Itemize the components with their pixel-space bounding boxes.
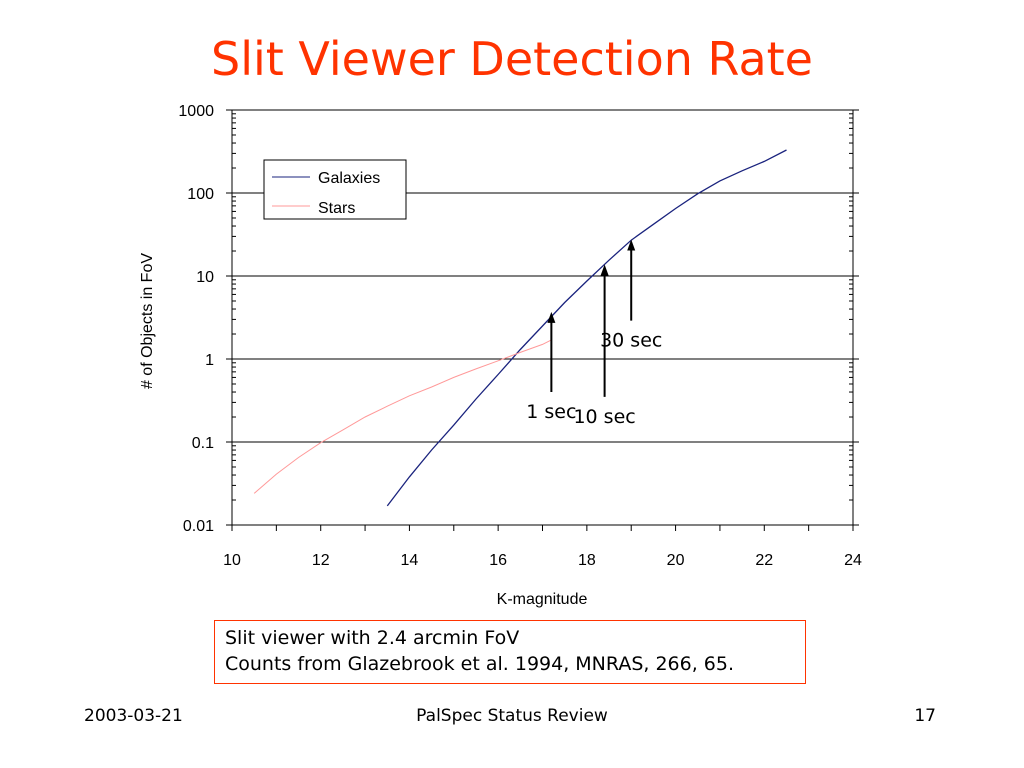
x-tick-label: 20 — [667, 552, 685, 569]
annotation-label: 10 sec — [573, 406, 635, 428]
x-tick-label: 22 — [755, 552, 773, 569]
legend-label-stars: Stars — [318, 200, 355, 217]
annotation-label: 30 sec — [600, 330, 662, 352]
note-line-2: Counts from Glazebrook et al. 1994, MNRA… — [225, 653, 735, 675]
x-tick-label: 24 — [844, 552, 862, 569]
y-tick-label: 100 — [187, 186, 214, 203]
x-tick-label: 12 — [312, 552, 330, 569]
legend-label-galaxies: Galaxies — [318, 170, 380, 187]
y-tick-label: 1 — [205, 352, 214, 369]
footer-title: PalSpec Status Review — [416, 706, 608, 726]
legend-box — [263, 159, 407, 220]
annotation-label: 1 sec — [526, 401, 576, 423]
series-line-galaxies — [386, 149, 787, 507]
footer-date: 2003-03-21 — [84, 706, 183, 726]
series-lines — [253, 149, 787, 507]
annotation-arrowhead — [627, 239, 636, 251]
x-tick-label: 10 — [223, 552, 241, 569]
x-tick-label: 14 — [401, 552, 419, 569]
annotation-arrowhead — [547, 311, 556, 323]
y-tick-label: 0.01 — [183, 518, 214, 535]
note-box: Slit viewer with 2.4 arcmin FoV Counts f… — [214, 620, 806, 684]
slide-title: Slit Viewer Detection Rate — [211, 32, 813, 86]
annotation-arrows — [547, 239, 636, 397]
x-tick-label: 16 — [489, 552, 507, 569]
axis-ticks — [226, 109, 859, 531]
y-axis-label: # of Objects in FoV — [139, 253, 156, 389]
series-line-stars — [253, 339, 552, 494]
y-tick-label: 0.1 — [192, 435, 214, 452]
footer-page-number: 17 — [914, 706, 936, 726]
grid-lines — [232, 192, 853, 443]
tick-labels: 0.01 0.1 1 10 100 1000 10 12 14 16 18 20 22 24 1 sec10… — [178, 103, 862, 569]
y-tick-label: 10 — [196, 269, 214, 286]
x-tick-label: 18 — [578, 552, 596, 569]
chart: 0.01 0.1 1 10 100 1000 10 12 14 16 18 20 22 24 1 sec10… — [139, 103, 862, 608]
x-axis-label: K-magnitude — [497, 591, 588, 608]
legend: Galaxies Stars — [263, 159, 407, 220]
annotation-arrowhead — [600, 264, 609, 276]
y-tick-label: 1000 — [178, 103, 214, 120]
note-line-1: Slit viewer with 2.4 arcmin FoV — [225, 627, 520, 649]
